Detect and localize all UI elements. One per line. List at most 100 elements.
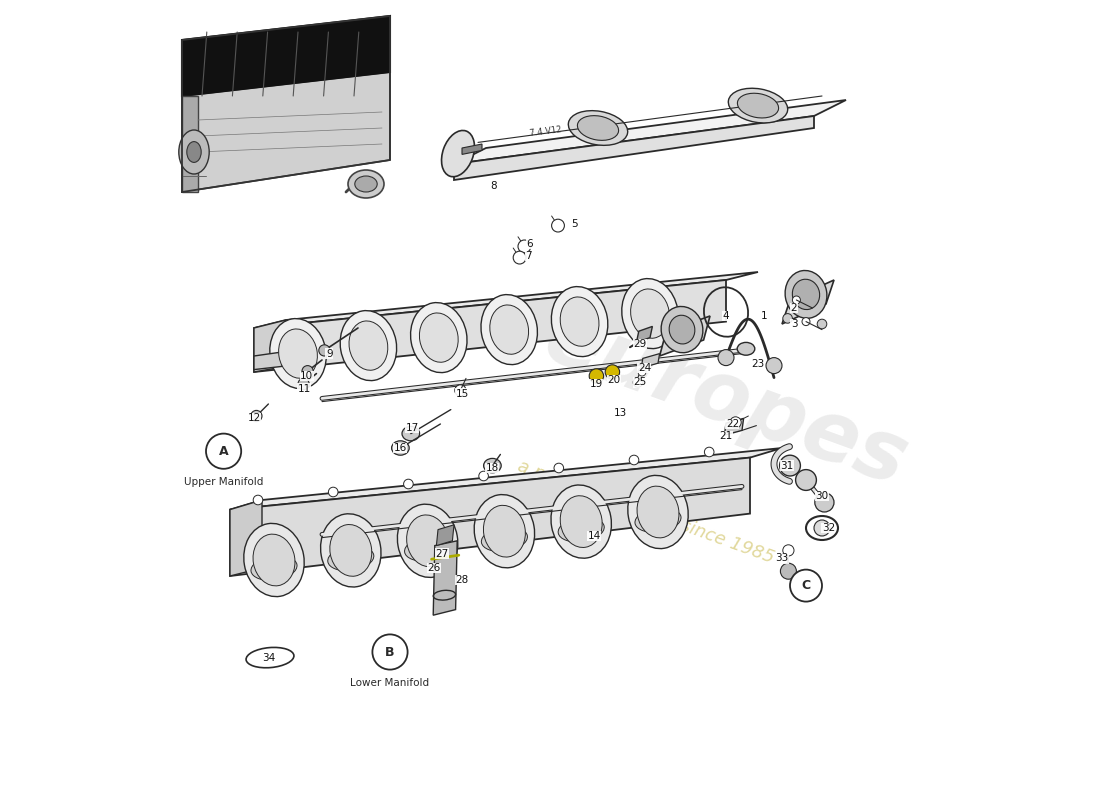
- Circle shape: [478, 471, 488, 481]
- Circle shape: [817, 319, 827, 329]
- Ellipse shape: [187, 142, 201, 162]
- Ellipse shape: [630, 289, 670, 338]
- Text: 29: 29: [632, 339, 646, 349]
- Text: 31: 31: [780, 461, 793, 470]
- Text: 17: 17: [406, 423, 419, 433]
- Text: 20: 20: [607, 375, 620, 385]
- Ellipse shape: [407, 515, 449, 566]
- Circle shape: [790, 570, 822, 602]
- Text: 7: 7: [525, 251, 531, 261]
- Ellipse shape: [558, 518, 604, 542]
- Ellipse shape: [481, 294, 538, 365]
- Circle shape: [373, 634, 408, 670]
- Text: 23: 23: [751, 359, 764, 369]
- Polygon shape: [230, 448, 782, 510]
- Circle shape: [780, 455, 801, 476]
- Circle shape: [638, 368, 646, 376]
- Ellipse shape: [569, 110, 628, 146]
- Ellipse shape: [484, 458, 502, 473]
- Polygon shape: [462, 144, 482, 154]
- Text: 11: 11: [298, 384, 311, 394]
- Ellipse shape: [551, 286, 608, 357]
- Circle shape: [514, 251, 526, 264]
- Ellipse shape: [419, 313, 459, 362]
- Circle shape: [802, 318, 810, 326]
- Polygon shape: [454, 100, 846, 164]
- Text: 18: 18: [486, 463, 499, 473]
- Ellipse shape: [737, 94, 779, 118]
- Ellipse shape: [244, 523, 305, 597]
- Ellipse shape: [792, 279, 820, 310]
- Text: 27: 27: [436, 549, 449, 558]
- Text: 13: 13: [614, 408, 627, 418]
- Polygon shape: [182, 72, 390, 192]
- Polygon shape: [254, 280, 726, 372]
- Ellipse shape: [397, 504, 458, 578]
- Circle shape: [783, 545, 794, 556]
- Text: 12: 12: [248, 414, 261, 423]
- Text: a passion for parts since 1985: a passion for parts since 1985: [515, 457, 777, 567]
- Circle shape: [766, 358, 782, 374]
- Text: 24: 24: [638, 363, 651, 373]
- Text: 21: 21: [719, 431, 733, 441]
- Text: Lower Manifold: Lower Manifold: [351, 678, 430, 688]
- Text: 14: 14: [587, 531, 601, 541]
- Text: 9: 9: [326, 349, 332, 358]
- Ellipse shape: [328, 546, 374, 570]
- Circle shape: [792, 296, 801, 304]
- Circle shape: [815, 493, 834, 512]
- Ellipse shape: [348, 170, 384, 198]
- Circle shape: [551, 219, 564, 232]
- Ellipse shape: [785, 270, 827, 318]
- Text: 5: 5: [571, 219, 578, 229]
- Circle shape: [404, 479, 414, 489]
- Polygon shape: [641, 354, 660, 368]
- Circle shape: [302, 366, 313, 377]
- Text: 8: 8: [491, 181, 497, 190]
- Polygon shape: [637, 326, 652, 342]
- Text: Upper Manifold: Upper Manifold: [184, 477, 263, 486]
- Polygon shape: [454, 116, 814, 180]
- Text: 7.4 V12: 7.4 V12: [529, 125, 562, 138]
- Polygon shape: [254, 320, 286, 372]
- Circle shape: [704, 447, 714, 457]
- Circle shape: [605, 365, 619, 379]
- Ellipse shape: [405, 537, 451, 561]
- Text: 28: 28: [455, 575, 469, 585]
- Ellipse shape: [669, 315, 695, 344]
- Ellipse shape: [410, 302, 468, 373]
- Circle shape: [590, 369, 604, 383]
- Ellipse shape: [482, 527, 527, 551]
- Polygon shape: [230, 500, 262, 576]
- Circle shape: [454, 385, 466, 396]
- Circle shape: [634, 378, 642, 387]
- Text: 19: 19: [590, 379, 603, 389]
- Text: 22: 22: [726, 419, 739, 429]
- Text: 26: 26: [428, 563, 441, 573]
- Ellipse shape: [637, 486, 679, 538]
- Circle shape: [251, 410, 262, 422]
- Circle shape: [329, 487, 338, 497]
- Ellipse shape: [628, 475, 689, 549]
- Ellipse shape: [355, 176, 377, 192]
- Ellipse shape: [278, 329, 318, 378]
- Ellipse shape: [728, 88, 788, 123]
- Text: 15: 15: [455, 389, 469, 398]
- Ellipse shape: [330, 525, 372, 576]
- Ellipse shape: [490, 305, 529, 354]
- Circle shape: [518, 240, 531, 253]
- Polygon shape: [437, 525, 454, 546]
- Circle shape: [783, 314, 792, 323]
- Ellipse shape: [474, 494, 535, 568]
- Circle shape: [298, 378, 309, 390]
- Ellipse shape: [349, 321, 388, 370]
- Ellipse shape: [270, 318, 327, 389]
- Text: 25: 25: [632, 378, 646, 387]
- Text: 2: 2: [791, 303, 798, 313]
- Text: 30: 30: [815, 491, 828, 501]
- Text: 16: 16: [394, 443, 407, 453]
- Ellipse shape: [441, 130, 474, 177]
- Text: 4: 4: [723, 311, 729, 321]
- Ellipse shape: [253, 534, 295, 586]
- Text: 10: 10: [300, 371, 313, 381]
